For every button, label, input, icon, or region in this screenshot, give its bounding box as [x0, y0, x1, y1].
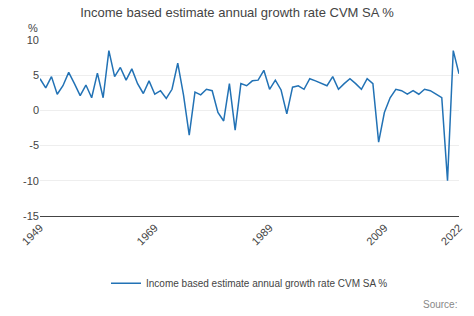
- svg-text:Source:: Source:: [423, 299, 457, 310]
- svg-text:1989: 1989: [249, 222, 275, 248]
- svg-text:-15: -15: [23, 210, 39, 222]
- svg-text:2009: 2009: [364, 222, 390, 248]
- svg-text:0: 0: [33, 104, 39, 116]
- svg-text:2022: 2022: [439, 222, 465, 248]
- svg-text:Income based estimate annual g: Income based estimate annual growth rate…: [146, 278, 387, 289]
- svg-text:-5: -5: [29, 139, 39, 151]
- svg-text:Income based estimate annual g: Income based estimate annual growth rate…: [80, 5, 394, 20]
- svg-text:1949: 1949: [20, 222, 46, 248]
- svg-text:-10: -10: [23, 175, 39, 187]
- svg-text:1969: 1969: [134, 222, 160, 248]
- svg-text:5: 5: [33, 69, 39, 81]
- svg-text:10: 10: [27, 34, 39, 46]
- svg-text:%: %: [28, 22, 38, 34]
